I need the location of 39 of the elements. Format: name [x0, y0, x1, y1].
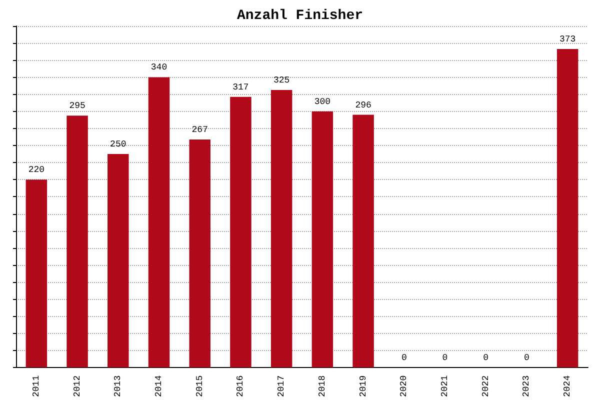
data-label: 220 — [28, 165, 45, 176]
x-tick-label: 2019 — [358, 375, 368, 398]
x-tick-label: 2018 — [317, 375, 328, 398]
data-label: 300 — [314, 96, 331, 107]
x-tick-label: 2024 — [562, 375, 573, 398]
x-tick-label: 2016 — [236, 375, 246, 398]
data-label: 267 — [192, 125, 208, 136]
data-label: 250 — [110, 140, 126, 150]
bar — [230, 96, 252, 368]
data-label: 296 — [355, 100, 372, 110]
bar — [189, 140, 210, 368]
x-tick-label: 2021 — [440, 375, 450, 398]
bar — [66, 116, 88, 368]
data-label: 340 — [150, 62, 168, 73]
bar — [312, 111, 334, 368]
x-tick-label: 2013 — [113, 375, 124, 398]
data-label: 0 — [401, 352, 407, 363]
bar — [270, 90, 292, 368]
x-tick-label: 2017 — [276, 375, 287, 398]
chart-title: Anzahl Finisher — [236, 8, 364, 24]
x-tick-label: 2014 — [154, 375, 164, 398]
x-tick-label: 2022 — [480, 375, 491, 398]
bar — [108, 154, 129, 368]
x-tick-label: 2020 — [399, 375, 410, 398]
data-label: 325 — [273, 76, 290, 86]
bar — [352, 114, 374, 368]
bar — [556, 49, 578, 368]
bar — [26, 180, 48, 368]
data-label: 373 — [559, 34, 576, 45]
data-label: 295 — [69, 101, 86, 112]
data-label: 0 — [442, 352, 448, 363]
x-tick-label: 2023 — [522, 375, 532, 398]
data-label: 0 — [524, 352, 530, 363]
x-tick-label: 2012 — [72, 375, 82, 398]
bar — [148, 77, 170, 368]
data-label: 317 — [232, 82, 249, 92]
x-tick-label: 2015 — [194, 375, 205, 398]
x-tick-label: 2011 — [31, 375, 42, 398]
data-label: 0 — [483, 352, 489, 363]
